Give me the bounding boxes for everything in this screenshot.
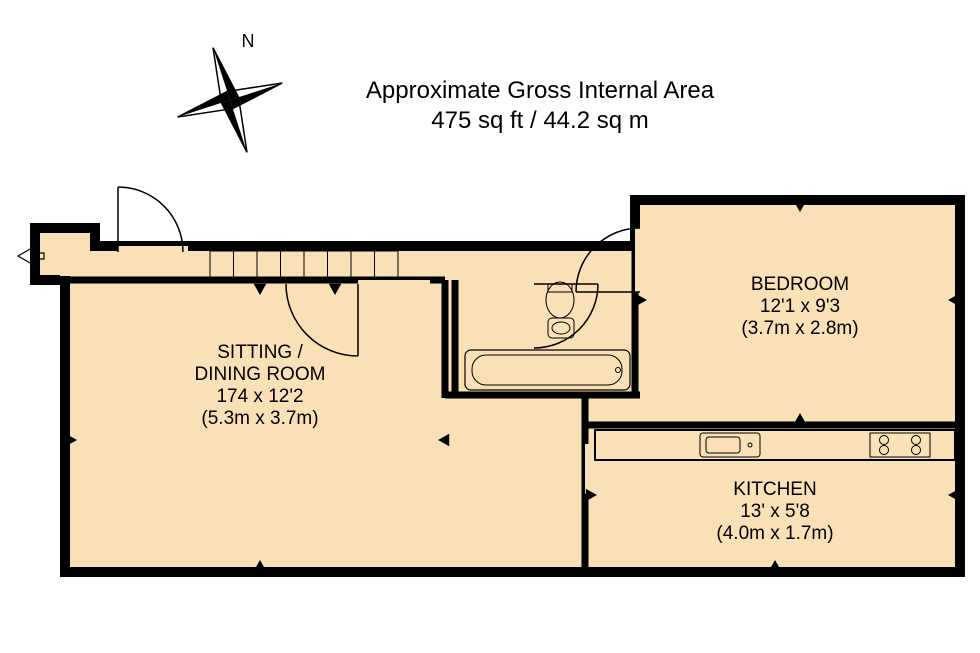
svg-text:12'1 x 9'3: 12'1 x 9'3 [760, 296, 840, 317]
svg-text:BEDROOM: BEDROOM [751, 274, 849, 295]
svg-text:(4.0m x 1.7m): (4.0m x 1.7m) [716, 523, 833, 544]
svg-text:(3.7m x 2.8m): (3.7m x 2.8m) [741, 318, 858, 339]
floorplan-svg: Approximate Gross Internal Area 475 sq ft… [0, 0, 980, 653]
svg-text:13' x 5'8: 13' x 5'8 [740, 501, 810, 522]
svg-text:SITTING /: SITTING / [217, 342, 303, 363]
floorplan-stage: Approximate Gross Internal Area 475 sq ft… [0, 0, 980, 653]
svg-text:N: N [242, 31, 255, 51]
svg-text:475 sq ft / 44.2 sq m: 475 sq ft / 44.2 sq m [431, 107, 648, 134]
svg-text:KITCHEN: KITCHEN [733, 479, 816, 500]
svg-text:DINING ROOM: DINING ROOM [195, 364, 326, 385]
svg-text:(5.3m x 3.7m): (5.3m x 3.7m) [201, 408, 318, 429]
svg-text:174 x 12'2: 174 x 12'2 [216, 386, 303, 407]
svg-text:Approximate Gross Internal Are: Approximate Gross Internal Area [366, 77, 715, 104]
